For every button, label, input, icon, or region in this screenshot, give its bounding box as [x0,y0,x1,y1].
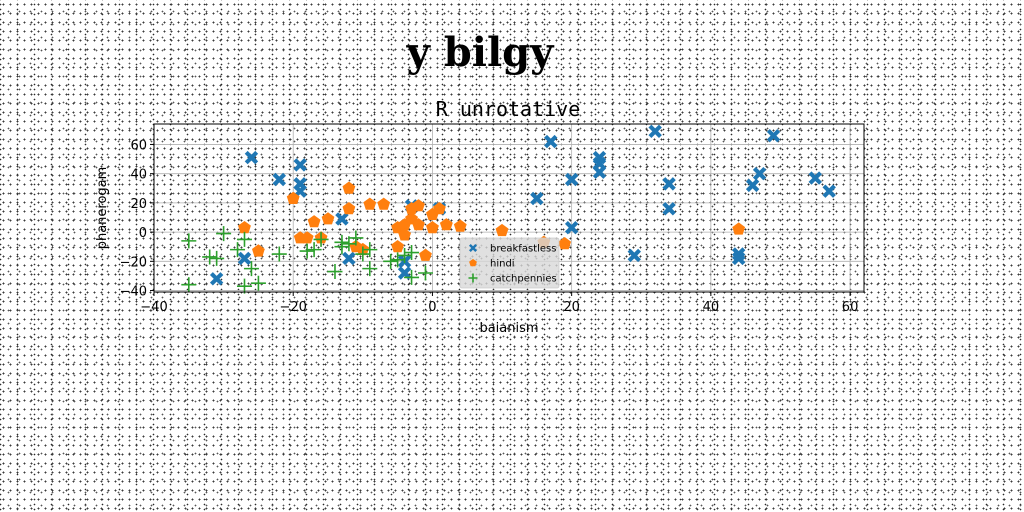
x-tick-label: 60 [842,300,859,315]
data-point-breakfastless [209,272,224,286]
data-point-breakfastless [335,212,349,226]
data-point-breakfastless [752,166,767,181]
data-point-breakfastless [244,150,259,165]
data-point-breakfastless [544,134,558,149]
data-point-breakfastless [731,251,746,266]
data-point-breakfastless [530,191,544,206]
data-points [181,124,836,294]
data-point-catchpennies [417,265,433,281]
data-point-hindi [426,221,439,234]
data-point-catchpennies [362,242,378,258]
data-point-breakfastless [272,172,287,187]
data-point-catchpennies [181,277,197,293]
data-point-breakfastless [766,128,781,143]
y-tick-label: −20 [120,255,147,270]
data-point-hindi [238,221,251,234]
data-point-catchpennies [404,269,420,285]
data-point-catchpennies [341,236,357,252]
axis-ticks: −40 −20 0 20 40 60 −40 −20 0 20 40 60 [120,138,859,315]
data-point-breakfastless [662,177,676,191]
y-tick-label: 20 [130,197,147,212]
legend-label: catchpennies [490,274,557,285]
data-point-catchpennies [313,231,329,247]
data-point-breakfastless [293,158,307,172]
y-tick-label: 0 [139,226,147,241]
data-point-catchpennies [181,233,197,249]
y-tick-label: 60 [130,138,147,153]
x-tick-label: −40 [140,300,167,315]
x-tick-label: 20 [563,300,580,315]
data-point-hindi [439,218,453,231]
data-point-breakfastless [648,124,662,139]
data-point-catchpennies [230,242,246,258]
data-point-hindi [453,219,467,232]
x-tick-label: 40 [703,300,720,315]
data-point-catchpennies [202,249,218,265]
data-point-catchpennies [299,243,315,259]
data-point-breakfastless [627,248,642,263]
chart-title: R unrotative [436,97,581,121]
data-point-hindi [419,248,432,261]
x-axis-label: baianism [479,321,538,336]
data-point-catchpennies [397,247,413,263]
data-point-hindi [342,181,356,194]
data-point-breakfastless [745,178,760,193]
data-point-hindi [363,197,377,210]
y-tick-label: 40 [130,168,147,183]
legend-marker-hindi [469,258,477,267]
data-point-catchpennies [271,246,287,262]
data-point-hindi [391,240,404,253]
data-point-hindi [732,222,746,235]
data-point-hindi [252,244,265,257]
data-point-catchpennies [383,253,399,269]
data-point-catchpennies [306,242,322,258]
data-point-catchpennies [236,231,252,247]
legend-label: breakfastless [490,244,556,255]
data-point-catchpennies [243,261,259,277]
data-point-breakfastless [662,202,676,216]
legend-marker-breakfastless [468,243,478,253]
data-point-breakfastless [397,266,412,280]
data-point-catchpennies [250,275,266,291]
data-point-hindi [558,237,572,250]
data-point-catchpennies [209,250,225,266]
data-point-breakfastless [342,251,356,266]
data-point-hindi [412,218,425,231]
data-point-hindi [286,191,300,204]
data-point-breakfastless [808,171,822,185]
data-point-catchpennies [404,245,420,261]
data-point-hindi [321,212,335,225]
legend-label: hindi [490,259,515,270]
data-point-breakfastless [564,221,579,235]
legend: breakfastless hindi catchpennies [459,237,560,289]
y-axis-label: phanerogam [95,167,110,250]
data-point-hindi [377,197,391,210]
data-point-breakfastless [237,251,252,266]
data-point-hindi [342,202,356,215]
chart-suptitle: y bilgy [406,29,555,76]
legend-marker-catchpennies [468,273,478,283]
data-point-catchpennies [327,264,343,280]
data-point-hindi [412,199,425,212]
x-tick-label: 0 [428,300,436,315]
data-point-hindi [433,202,446,215]
data-point-catchpennies [348,230,364,246]
data-point-breakfastless [564,172,579,187]
data-point-catchpennies [362,261,378,277]
data-point-breakfastless [592,165,607,179]
data-point-hindi [307,215,321,228]
data-point-catchpennies [236,278,252,294]
grid [153,124,864,292]
data-point-hindi [398,228,411,241]
data-point-breakfastless [822,184,836,198]
data-point-hindi [495,223,509,237]
data-point-catchpennies [216,226,232,242]
plot-frame [153,123,865,293]
y-tick-label: −40 [120,285,147,300]
data-point-catchpennies [334,239,350,255]
x-tick-label: −20 [279,300,306,315]
data-point-hindi [300,231,314,244]
legend-box [459,237,560,289]
